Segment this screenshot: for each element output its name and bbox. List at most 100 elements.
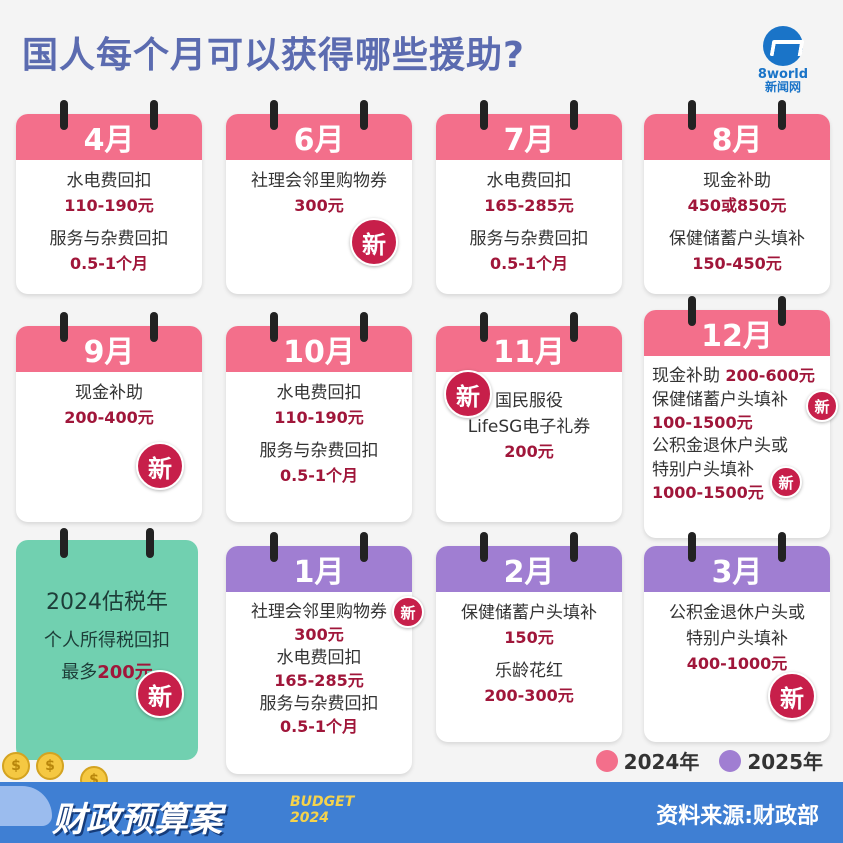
new-badge: 新 — [136, 442, 184, 490]
legend-label: 2025年 — [747, 750, 823, 774]
card-month: 1月 — [226, 546, 412, 592]
item-label: 社理会邻里购物券 — [251, 602, 387, 622]
card-month: 11月 — [436, 326, 622, 372]
item-amount: 165-285元 — [484, 196, 574, 215]
item-label: 水电费回扣 — [276, 648, 362, 668]
item-amount: 0.5-1个月 — [489, 254, 569, 273]
calendar-ring-icon — [60, 100, 68, 130]
card-month: 3月 — [644, 546, 830, 592]
new-badge: 新 — [768, 672, 816, 720]
card-month: 10月 — [226, 326, 412, 372]
calendar-ring-icon — [778, 100, 786, 130]
card-month: 7月 — [436, 114, 622, 160]
legend-label: 2024年 — [623, 750, 700, 774]
calendar-ring-icon — [360, 532, 368, 562]
item-label-text: 现金补助 — [652, 366, 720, 386]
item-label: LifeSG电子礼券 — [467, 417, 591, 437]
footer-title: 财政预算案 — [52, 800, 222, 840]
logo-icon — [763, 26, 803, 66]
calendar-ring-icon — [60, 312, 68, 342]
item-label: 公积金退休户头或 — [669, 603, 805, 623]
item-amount: 300元 — [294, 196, 344, 215]
item-label: 乐龄花红 — [495, 661, 563, 681]
purple-dot-icon — [719, 749, 742, 772]
new-badge: 新 — [136, 670, 184, 718]
calendar-ring-icon — [570, 100, 578, 130]
item-label: 水电费回扣 — [66, 171, 152, 191]
item-amount: 150元 — [504, 628, 554, 647]
item-label: 服务与杂费回扣 — [259, 694, 379, 714]
calendar-ring-icon — [270, 312, 278, 342]
tax-amount: 200元 — [97, 662, 153, 683]
calendar-ring-icon — [150, 312, 158, 342]
item-label: 服务与杂费回扣 — [259, 441, 379, 461]
new-badge: 新 — [444, 370, 492, 418]
calendar-ring-icon — [60, 528, 68, 558]
page-title: 国人每个月可以获得哪些援助? — [22, 35, 525, 76]
item-amount: 1000-1500元 — [652, 483, 764, 502]
logo-text: 8world — [757, 67, 809, 82]
item-amount: 200-400元 — [64, 408, 154, 427]
item-amount: 150-450元 — [692, 254, 782, 273]
item-label: 现金补助 — [703, 171, 771, 191]
card-month: 6月 — [226, 114, 412, 160]
tax-label: 个人所得税回扣 — [44, 630, 170, 651]
item-label: 特别户头填补 — [652, 460, 754, 480]
legend-item-2025: 2025年 — [719, 746, 823, 775]
item-amount: 200-300元 — [484, 686, 574, 705]
new-badge: 新 — [770, 466, 802, 498]
item-label: 服务与杂费回扣 — [469, 229, 589, 249]
calendar-ring-icon — [688, 100, 696, 130]
item-amount: 110-190元 — [64, 196, 154, 215]
calendar-ring-icon — [360, 312, 368, 342]
item-amount: 0.5-1个月 — [279, 466, 359, 485]
calendar-ring-icon — [270, 100, 278, 130]
calendar-ring-icon — [778, 296, 786, 326]
new-badge: 新 — [392, 596, 424, 628]
tax-amount-line: 最多200元 — [16, 658, 198, 684]
item-label: 水电费回扣 — [486, 171, 572, 191]
calendar-ring-icon — [570, 532, 578, 562]
item-amount: 200元 — [504, 442, 554, 461]
logo-subtext: 新闻网 — [764, 80, 801, 94]
item-label: 保健储蓄户头填补 — [652, 390, 788, 410]
brand-logo: 8world 新闻网 — [748, 26, 818, 96]
tax-prefix: 最多 — [61, 662, 98, 683]
item-label: 特别户头填补 — [686, 629, 788, 649]
item-label: 保健储蓄户头填补 — [461, 603, 597, 623]
card-month: 4月 — [16, 114, 202, 160]
calendar-ring-icon — [270, 532, 278, 562]
item-amount: 100-1500元 — [652, 413, 753, 432]
new-badge: 新 — [350, 218, 398, 266]
item-amount: 165-285元 — [274, 671, 364, 690]
calendar-ring-icon — [778, 532, 786, 562]
budget-text: BUDGET — [290, 794, 355, 810]
coin-icon: $ — [36, 752, 64, 780]
calendar-ring-icon — [150, 100, 158, 130]
legend-item-2024: 2024年 — [595, 746, 700, 775]
source-credit: 资料来源:财政部 — [656, 804, 819, 829]
card-month: 12月 — [644, 310, 830, 356]
calendar-ring-icon — [480, 100, 488, 130]
item-label: 社理会邻里购物券 — [251, 171, 387, 191]
calendar-ring-icon — [570, 312, 578, 342]
item-label: 水电费回扣 — [276, 383, 362, 403]
item-amount: 0.5-1个月 — [69, 254, 149, 273]
calendar-ring-icon — [480, 312, 488, 342]
item-label: 公积金退休户头或 — [652, 436, 788, 456]
item-label: 保健储蓄户头填补 — [669, 229, 805, 249]
calendar-ring-icon — [480, 532, 488, 562]
calendar-ring-icon — [360, 100, 368, 130]
card-month: 8月 — [644, 114, 830, 160]
card-month: 9月 — [16, 326, 202, 372]
card-month: 2月 — [436, 546, 622, 592]
new-badge: 新 — [806, 390, 838, 422]
pink-dot-icon — [595, 749, 618, 772]
footer-banner: 财政预算案 BUDGET 2024 资料来源:财政部 — [0, 782, 843, 843]
budget-year: 2024 — [290, 810, 329, 826]
item-amount: 450或850元 — [687, 196, 787, 215]
item-amount: 300元 — [294, 625, 344, 644]
item-label: 服务与杂费回扣 — [49, 229, 169, 249]
coin-icon: $ — [2, 752, 30, 780]
calendar-ring-icon — [688, 532, 696, 562]
